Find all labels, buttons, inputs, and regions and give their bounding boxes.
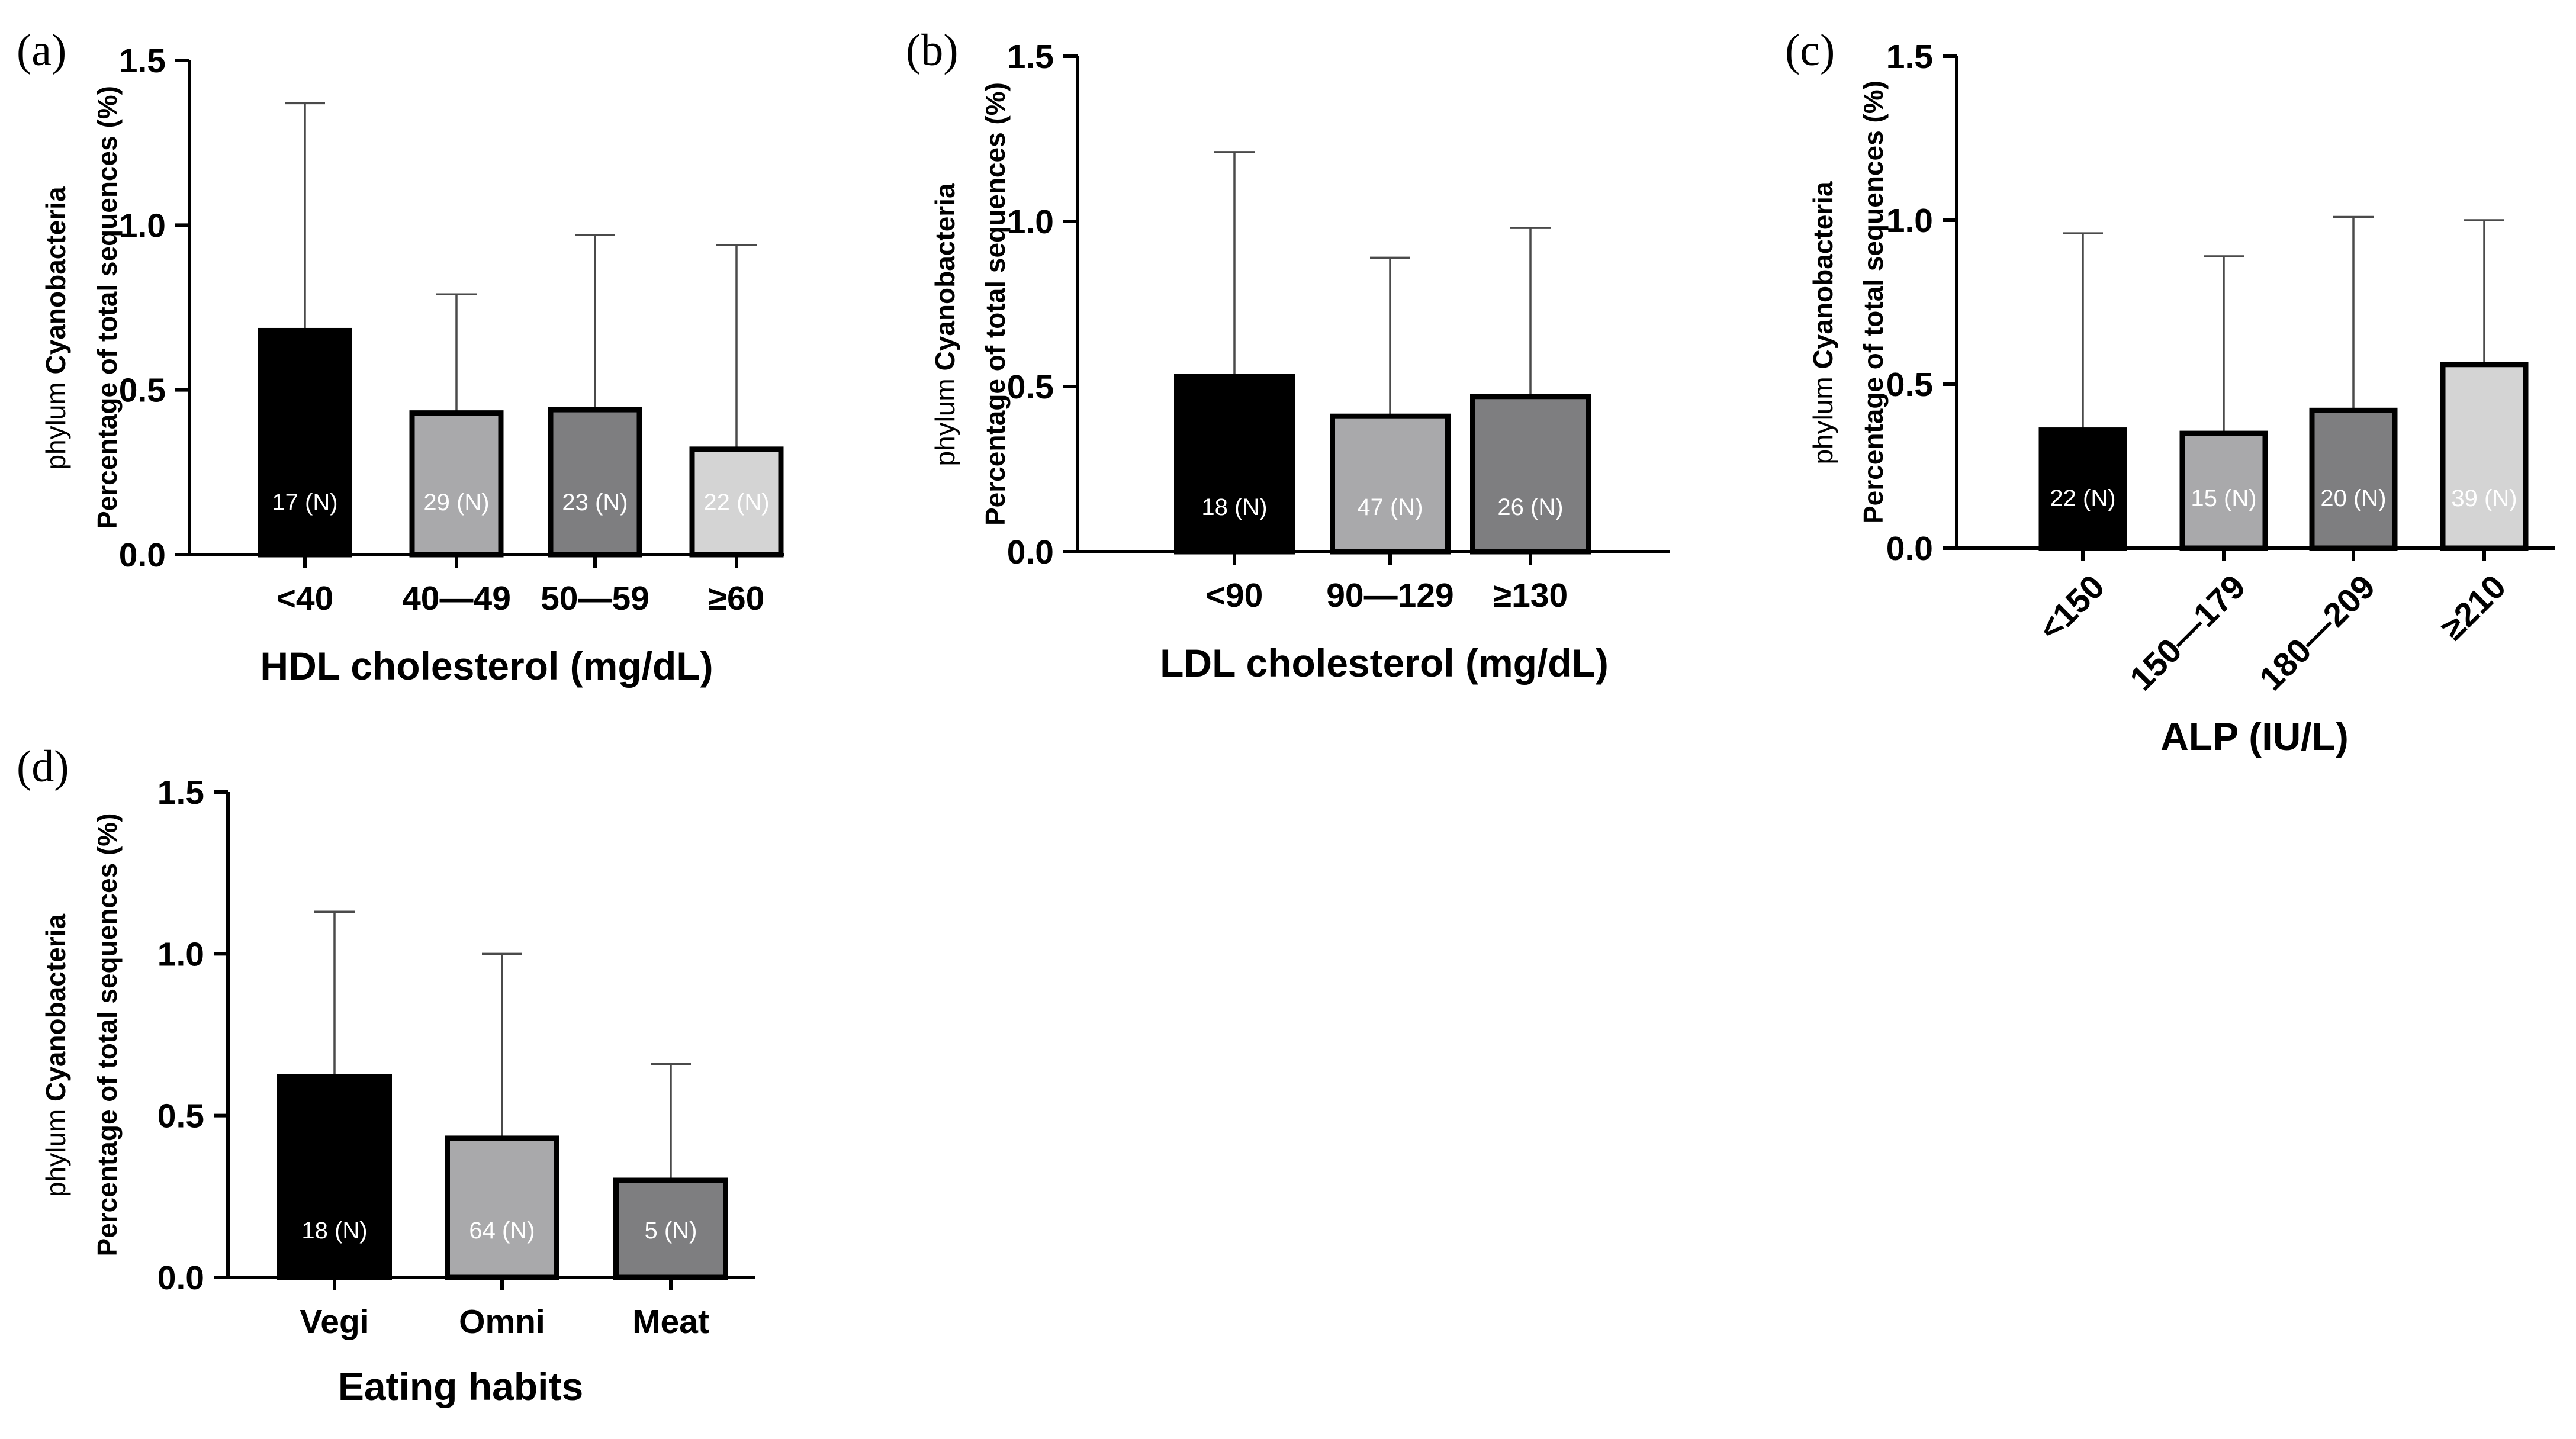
x-axis-label: HDL cholesterol (mg/dL) [260,644,713,688]
y-tick-label: 1.5 [157,774,204,812]
bar-n-label: 17 (N) [272,490,337,516]
x-tick-label: 40—49 [402,580,511,617]
y-tick-label: 0.5 [1007,368,1054,406]
x-tick-label: ≥210 [2434,568,2514,648]
y-axis-label-taxon: Cyanobacteria [1808,181,1838,369]
panel-letter: (c) [1785,25,1835,75]
y-axis-label-prefix: phylum [1808,376,1838,464]
y-tick-label: 1.0 [1007,203,1054,241]
y-axis-label-line1: phylum Cyanobacteria [40,914,71,1197]
y-tick-label: 1.0 [157,935,204,973]
panel-letter: (b) [906,25,959,75]
x-tick-label: 50—59 [541,580,649,617]
y-axis-label-space [40,374,71,382]
panel-letter: (d) [17,742,69,791]
x-tick-label: 180—209 [2252,568,2382,698]
x-axis-label: Eating habits [338,1364,583,1408]
y-axis-label-prefix: phylum [930,378,960,466]
bar [1174,374,1295,555]
bar [409,410,504,558]
x-tick-label: <40 [276,580,334,617]
x-axis-label: LDL cholesterol (mg/dL) [1160,641,1609,685]
bar-n-label: 5 (N) [645,1218,697,1244]
x-tick-label: Omni [459,1303,545,1341]
bar [2440,362,2529,551]
bar [1470,394,1591,555]
y-axis-label-prefix: phylum [40,382,71,469]
bar-n-label: 22 (N) [2050,485,2115,511]
chart-panel-b: (b) 0.0 0.5 1.0 1.5 <90 90—129 ≥130 18 (N) 47 (N)… [906,25,1670,685]
bar [258,327,352,558]
x-tick-label: Meat [632,1303,709,1341]
bar-n-label: 26 (N) [1497,494,1563,520]
bar [445,1135,559,1280]
x-tick-label: ≥60 [709,580,765,617]
bar-n-label: 64 (N) [469,1218,535,1244]
bar [2038,427,2127,551]
bar-n-label: 47 (N) [1357,494,1423,520]
bar [277,1074,392,1280]
y-axis-label-line2: Percentage of total sequences (%) [980,82,1011,526]
bar [548,407,642,558]
panel-letter: (a) [17,25,66,75]
x-tick-label: 90—129 [1326,577,1454,614]
y-axis-label-prefix: phylum [40,1109,71,1197]
bar [2179,430,2268,551]
bar [2309,407,2398,551]
y-tick-label: 1.5 [1886,38,1933,76]
bar-n-label: 29 (N) [423,490,489,516]
x-tick-label: ≥130 [1493,577,1568,614]
bar-n-label: 39 (N) [2451,485,2517,511]
bar-n-label: 22 (N) [703,490,769,516]
y-axis-label-line1: phylum Cyanobacteria [40,186,71,470]
bar [1330,413,1451,555]
y-tick-label: 0.5 [157,1097,204,1135]
bar-n-label: 15 (N) [2191,485,2256,511]
y-tick-label: 0.0 [119,536,166,574]
x-axis-label: ALP (IU/L) [2160,714,2349,758]
y-axis-label-line1: phylum Cyanobacteria [1808,181,1838,465]
bar-n-label: 23 (N) [562,490,628,516]
y-axis-label-line2: Percentage of total sequences (%) [92,813,123,1257]
bar-n-label: 20 (N) [2320,485,2386,511]
y-axis-label-taxon: Cyanobacteria [40,914,71,1102]
y-axis-label-space [40,1102,71,1109]
y-tick-label: 1.0 [1886,202,1933,240]
bar [689,446,784,558]
y-axis-label-taxon: Cyanobacteria [40,186,71,374]
y-axis-label-line2: Percentage of total sequences (%) [92,86,123,529]
chart-panel-d: (d) 0.0 0.5 1.0 1.5 Vegi Omni Meat 18 (N) 64 (N) 5… [17,742,755,1408]
y-tick-label: 1.5 [1007,38,1054,76]
y-tick-label: 0.0 [1886,530,1933,568]
y-tick-label: 0.0 [1007,533,1054,571]
x-tick-label: Vegi [300,1303,369,1341]
y-axis-label-line2: Percentage of total sequences (%) [1858,81,1889,524]
y-axis-label-taxon: Cyanobacteria [930,183,960,371]
y-tick-label: 0.0 [157,1259,204,1297]
y-tick-label: 0.5 [119,372,166,410]
chart-panel-a: (a) 0.0 0.5 1.0 1.5 <40 40—49 50—59 ≥60 17 (N) 29 … [17,25,784,688]
y-tick-label: 0.5 [1886,366,1933,404]
x-tick-label: <150 [2031,568,2112,648]
y-axis-label-line1: phylum Cyanobacteria [930,183,960,466]
x-tick-label: 150—179 [2122,568,2253,698]
y-tick-label: 1.5 [119,42,166,80]
y-axis-label-space [1808,369,1838,376]
bar [613,1177,728,1280]
bar-n-label: 18 (N) [301,1218,367,1244]
x-tick-label: <90 [1206,577,1263,614]
bar-n-label: 18 (N) [1201,494,1267,520]
y-tick-label: 1.0 [119,207,166,244]
y-axis-label-space [930,371,960,378]
